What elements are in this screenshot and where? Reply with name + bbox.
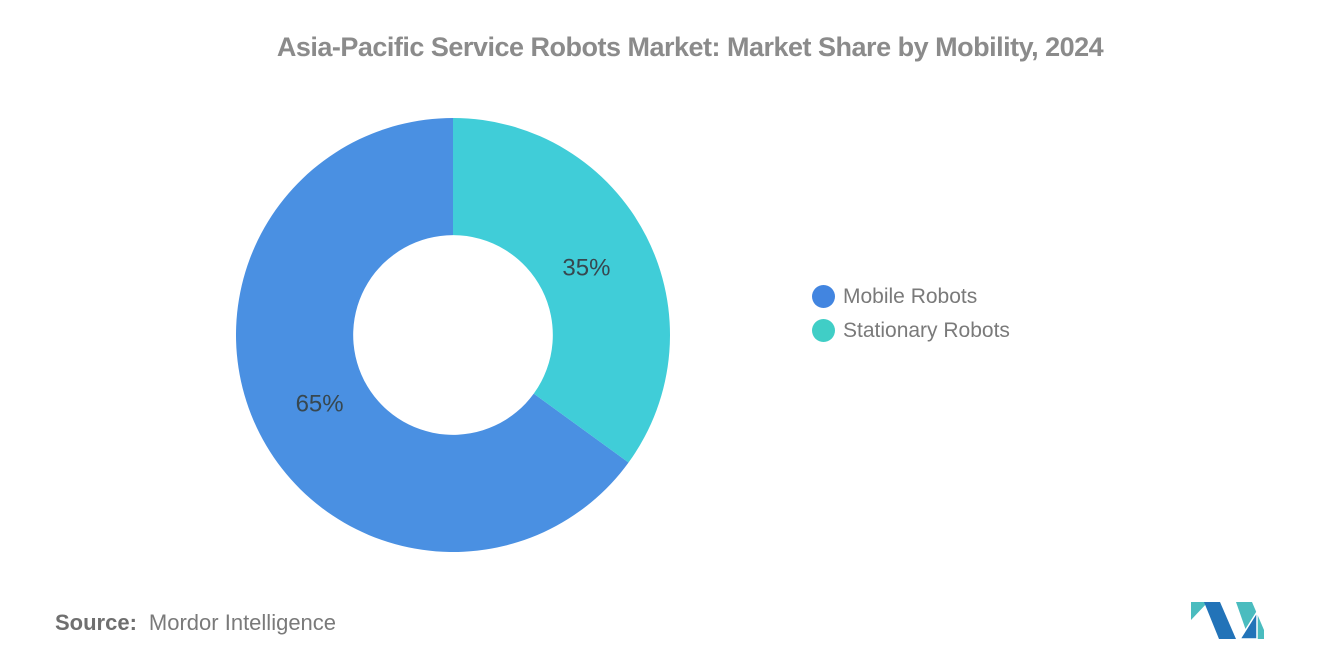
chart-title: Asia-Pacific Service Robots Market: Mark…	[276, 32, 1104, 62]
logo-teal-left-triangle	[1191, 602, 1208, 620]
source-label: Source:	[55, 610, 137, 635]
logo-blue-right-triangle	[1238, 609, 1258, 640]
mordor-intelligence-logo	[1191, 602, 1264, 640]
legend-label-mobile-robots: Mobile Robots	[843, 284, 978, 308]
donut-chart: 65% 35%	[236, 118, 670, 552]
logo-blue-diagonal	[1204, 602, 1236, 639]
legend-item-stationary-robots: Stationary Robots	[812, 319, 1010, 342]
legend-label-stationary-robots: Stationary Robots	[843, 318, 1010, 342]
pie-slice-mobile-robots	[236, 118, 629, 552]
source-text: Mordor Intelligence	[148, 610, 337, 635]
donut-chart-svg: 65% 35%	[236, 118, 670, 552]
source-line: Source: Mordor Intelligence	[55, 610, 336, 636]
legend-swatch-stationary-robots	[812, 319, 835, 342]
pie-data-label-mobile-robots: 65%	[296, 390, 344, 417]
pie-slice-stationary-robots	[453, 118, 670, 463]
legend-swatch-mobile-robots	[812, 285, 835, 308]
legend-item-mobile-robots: Mobile Robots	[812, 285, 1010, 308]
pie-data-label-stationary-robots: 35%	[562, 254, 610, 281]
chart-legend: Mobile Robots Stationary Robots	[812, 285, 1010, 353]
